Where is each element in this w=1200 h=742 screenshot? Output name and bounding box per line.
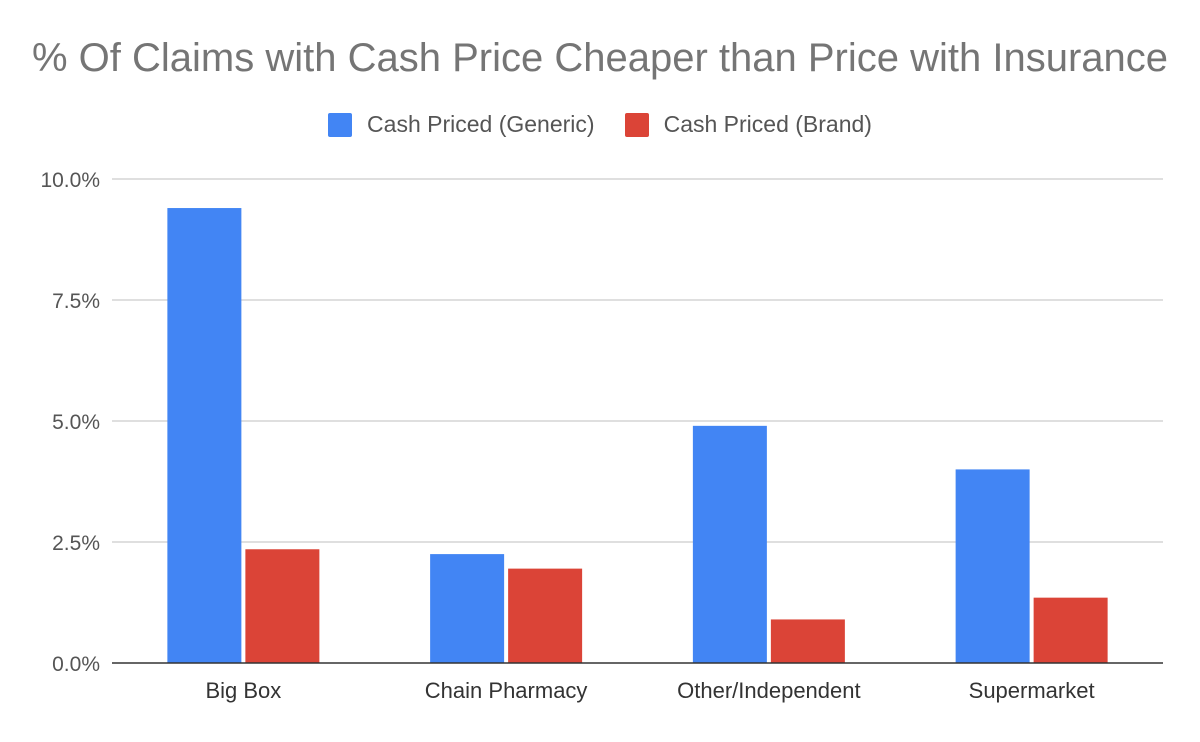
legend-swatch-brand xyxy=(624,112,649,137)
bar-supermarket-brand[interactable]: Cash Priced (Brand): 1.35% xyxy=(1033,597,1108,663)
legend-item-brand[interactable]: Cash Priced (Brand) xyxy=(624,111,872,138)
x-axis: Big Box Chain Pharmacy Other/Independent Su… xyxy=(112,662,1163,703)
y-tick-label: 10.0% xyxy=(40,169,100,192)
legend: Cash Priced (Generic) Cash Priced (Brand… xyxy=(0,111,1200,138)
chart-title: % Of Claims with Cash Price Cheaper than… xyxy=(31,36,1168,80)
bar-big-box-generic[interactable]: Cash Priced (Generic): 9.4% xyxy=(167,208,242,664)
bars: Cash Priced (Generic): 9.4%Cash Priced (… xyxy=(167,208,1108,664)
bar-chain-pharmacy-brand[interactable]: Cash Priced (Brand): 1.95% xyxy=(508,568,583,663)
y-tick-label: 2.5% xyxy=(52,532,100,555)
bar-chain-pharmacy-generic[interactable]: Cash Priced (Generic): 2.25% xyxy=(430,554,505,663)
legend-swatch-generic xyxy=(328,112,353,137)
bar-other-independent-brand[interactable]: Cash Priced (Brand): 0.9% xyxy=(770,619,845,663)
bar-big-box-brand[interactable]: Cash Priced (Brand): 2.35% xyxy=(245,549,320,663)
x-tick-label: Supermarket xyxy=(969,678,1095,703)
y-axis: 0.0% 2.5% 5.0% 7.5% 10.0% xyxy=(40,169,100,676)
legend-label-generic: Cash Priced (Generic) xyxy=(367,111,595,137)
bar-supermarket-generic[interactable]: Cash Priced (Generic): 4% xyxy=(955,469,1030,663)
legend-item-generic[interactable]: Cash Priced (Generic) xyxy=(328,111,595,138)
x-tick-label: Chain Pharmacy xyxy=(425,678,588,703)
y-tick-label: 5.0% xyxy=(52,411,100,434)
legend-label-brand: Cash Priced (Brand) xyxy=(663,111,872,137)
x-tick-label: Big Box xyxy=(205,678,281,703)
y-tick-label: 0.0% xyxy=(52,653,100,676)
bar-other-independent-generic[interactable]: Cash Priced (Generic): 4.9% xyxy=(692,425,767,663)
x-tick-label: Other/Independent xyxy=(677,678,860,703)
y-tick-label: 7.5% xyxy=(52,290,100,313)
